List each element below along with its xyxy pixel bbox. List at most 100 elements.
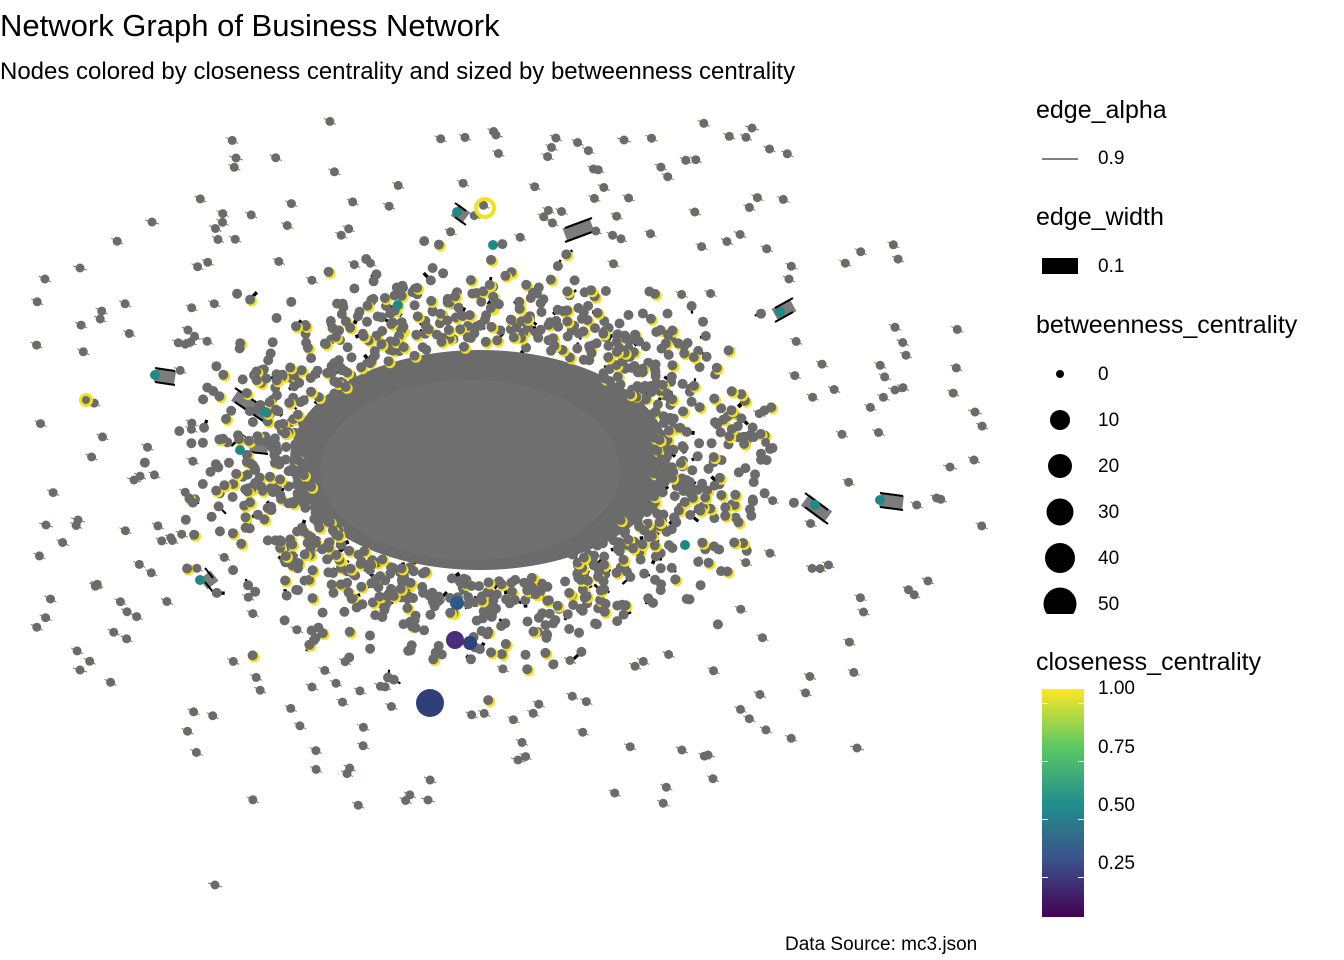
node bbox=[462, 332, 473, 343]
node bbox=[624, 193, 634, 203]
node bbox=[598, 576, 609, 587]
node bbox=[638, 656, 648, 666]
node bbox=[681, 155, 691, 165]
node-teal bbox=[195, 575, 205, 585]
node bbox=[562, 316, 573, 327]
node bbox=[923, 576, 933, 586]
node bbox=[805, 672, 815, 681]
node bbox=[211, 587, 222, 598]
node bbox=[263, 355, 274, 366]
node bbox=[377, 554, 388, 565]
node bbox=[368, 293, 379, 304]
node bbox=[353, 800, 363, 810]
node bbox=[97, 306, 107, 316]
node bbox=[697, 242, 707, 252]
network-graph bbox=[30, 116, 989, 890]
node bbox=[307, 682, 317, 692]
chart-title: Network Graph of Business Network bbox=[0, 8, 500, 43]
node bbox=[283, 498, 294, 509]
edge-bundle-border bbox=[454, 202, 467, 212]
node bbox=[612, 371, 623, 382]
node bbox=[739, 438, 750, 449]
node bbox=[726, 386, 737, 397]
node bbox=[543, 152, 553, 162]
node bbox=[346, 593, 357, 604]
node bbox=[688, 352, 699, 363]
node bbox=[305, 373, 316, 383]
node bbox=[635, 554, 646, 565]
node bbox=[356, 556, 367, 567]
node bbox=[579, 592, 590, 603]
node bbox=[453, 302, 464, 313]
node bbox=[398, 321, 409, 332]
node bbox=[339, 606, 350, 617]
node bbox=[592, 307, 603, 318]
node bbox=[331, 678, 341, 688]
node bbox=[270, 404, 281, 415]
node bbox=[311, 764, 321, 774]
edge-bundle-border bbox=[879, 506, 904, 511]
node bbox=[562, 331, 573, 342]
node bbox=[356, 581, 367, 592]
node bbox=[750, 469, 760, 480]
node bbox=[344, 545, 355, 556]
node bbox=[615, 515, 626, 526]
node bbox=[547, 142, 556, 152]
node bbox=[878, 392, 888, 402]
node bbox=[124, 329, 134, 338]
node bbox=[355, 686, 365, 696]
node bbox=[32, 297, 42, 307]
node bbox=[578, 552, 589, 563]
node bbox=[366, 560, 377, 571]
node bbox=[228, 656, 238, 666]
node bbox=[400, 575, 411, 586]
node-teal bbox=[875, 495, 885, 505]
node bbox=[227, 135, 237, 145]
node bbox=[365, 630, 375, 641]
node bbox=[649, 363, 660, 374]
node bbox=[345, 563, 356, 574]
node bbox=[533, 612, 544, 623]
node bbox=[280, 551, 291, 561]
node bbox=[234, 343, 245, 354]
node bbox=[186, 438, 197, 449]
colorbar-tick bbox=[1042, 703, 1048, 704]
node bbox=[324, 517, 335, 528]
node bbox=[932, 493, 942, 503]
node bbox=[304, 446, 315, 457]
node bbox=[534, 699, 544, 709]
node bbox=[115, 597, 125, 607]
node bbox=[213, 501, 224, 512]
node bbox=[479, 200, 488, 210]
node bbox=[650, 468, 660, 479]
node bbox=[589, 164, 598, 174]
node bbox=[659, 477, 670, 488]
node bbox=[41, 613, 51, 623]
node bbox=[219, 480, 230, 491]
node bbox=[744, 202, 754, 212]
node bbox=[560, 305, 571, 316]
node-outlier bbox=[513, 755, 523, 765]
node bbox=[487, 608, 497, 619]
node bbox=[295, 721, 305, 731]
node bbox=[637, 539, 648, 550]
node bbox=[541, 629, 552, 640]
node bbox=[517, 737, 527, 747]
node bbox=[367, 597, 378, 608]
node bbox=[716, 566, 727, 577]
node bbox=[681, 426, 692, 437]
node bbox=[661, 782, 671, 792]
node bbox=[590, 618, 601, 629]
node bbox=[76, 320, 86, 330]
node bbox=[528, 626, 539, 637]
node bbox=[952, 324, 962, 334]
node bbox=[761, 725, 771, 735]
node bbox=[189, 707, 199, 717]
node bbox=[398, 342, 409, 353]
legend-size-key-20 bbox=[1048, 454, 1072, 478]
legend-edge-alpha-label: 0.9 bbox=[1098, 148, 1125, 169]
node bbox=[736, 704, 745, 714]
node bbox=[663, 329, 673, 340]
node bbox=[197, 437, 208, 448]
node bbox=[486, 647, 496, 658]
